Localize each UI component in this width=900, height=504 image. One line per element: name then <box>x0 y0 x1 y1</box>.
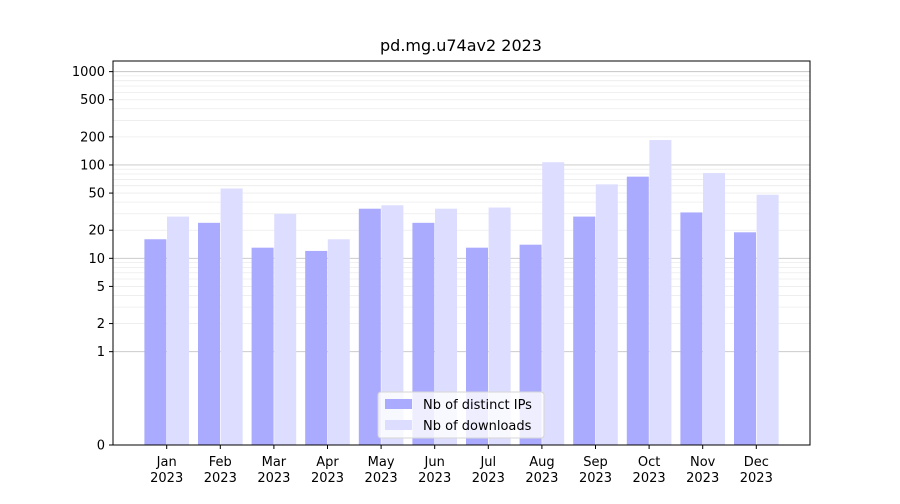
bar-distinct-ips <box>144 239 167 445</box>
bar-distinct-ips <box>734 232 756 445</box>
x-tick-label-year: 2023 <box>311 471 344 486</box>
legend-label: Nb of distinct IPs <box>423 398 532 413</box>
bar-downloads <box>381 205 404 445</box>
bar-distinct-ips <box>305 250 328 445</box>
bar-downloads <box>488 207 511 445</box>
x-tick-label-month: Feb <box>209 455 232 470</box>
bar-distinct-ips <box>412 222 435 445</box>
bar-downloads <box>649 140 672 446</box>
bar-distinct-ips <box>358 208 381 445</box>
legend-swatch <box>385 399 412 409</box>
x-tick-label-month: Nov <box>690 455 716 470</box>
y-tick-label: 20 <box>88 224 105 239</box>
x-tick-label-year: 2023 <box>525 471 558 486</box>
x-tick-label-month: May <box>368 455 395 470</box>
bar-downloads <box>542 162 565 445</box>
x-axis: Jan2023Feb2023Mar2023Apr2023May2023Jun20… <box>150 445 773 486</box>
x-tick-label-year: 2023 <box>418 471 451 486</box>
legend: Nb of distinct IPs Nb of downloads <box>377 391 545 439</box>
bar-distinct-ips <box>251 247 274 445</box>
x-tick-label-month: Dec <box>744 455 769 470</box>
x-tick-label-month: Oct <box>638 455 660 470</box>
x-tick-label-month: Mar <box>262 455 287 470</box>
bar-distinct-ips <box>198 222 220 445</box>
y-tick-label: 2 <box>97 317 105 332</box>
x-tick-label-year: 2023 <box>472 471 505 486</box>
bar-downloads <box>703 173 725 445</box>
bar-distinct-ips <box>626 176 649 445</box>
bar-downloads <box>274 213 297 445</box>
legend-label: Nb of downloads <box>423 419 532 434</box>
bar-distinct-ips <box>680 212 703 445</box>
y-tick-label: 1 <box>97 345 105 360</box>
bar-downloads <box>435 208 457 445</box>
chart-title: pd.mg.u74av2 2023 <box>380 36 542 55</box>
y-tick-label: 5 <box>97 280 105 295</box>
legend-box <box>377 391 545 439</box>
x-tick-label-year: 2023 <box>257 471 290 486</box>
plot-frame <box>112 60 811 446</box>
bar-downloads <box>167 216 189 445</box>
x-tick-label-month: Sep <box>583 455 608 470</box>
x-tick-label-year: 2023 <box>633 471 666 486</box>
y-tick-label: 200 <box>80 130 105 145</box>
x-tick-label-year: 2023 <box>365 471 398 486</box>
y-axis: 0 1 2 5 10 20 50 100 200 500 1000 <box>72 65 113 454</box>
x-tick-label-year: 2023 <box>150 471 183 486</box>
bar-downloads <box>756 194 779 445</box>
y-tick-label: 1000 <box>72 65 105 80</box>
x-tick-label-month: Jun <box>424 455 445 470</box>
x-tick-label-year: 2023 <box>740 471 773 486</box>
bar-distinct-ips <box>573 216 596 445</box>
y-tick-label: 100 <box>80 158 105 173</box>
bar-downloads <box>595 184 618 445</box>
x-tick-label-year: 2023 <box>686 471 719 486</box>
legend-swatch <box>385 420 412 430</box>
x-tick-label-month: Jan <box>156 455 177 470</box>
bar-downloads <box>327 239 350 445</box>
x-tick-label-year: 2023 <box>579 471 612 486</box>
y-tick-label: 0 <box>97 439 105 454</box>
y-tick-label: 50 <box>88 187 105 202</box>
x-tick-label-month: Apr <box>316 455 339 470</box>
x-tick-label-month: Jul <box>479 455 496 470</box>
y-tick-label: 10 <box>88 252 105 267</box>
y-tick-label: 500 <box>80 93 105 108</box>
bar-downloads <box>220 188 243 445</box>
x-tick-label-year: 2023 <box>204 471 237 486</box>
x-tick-label-month: Aug <box>529 455 554 470</box>
